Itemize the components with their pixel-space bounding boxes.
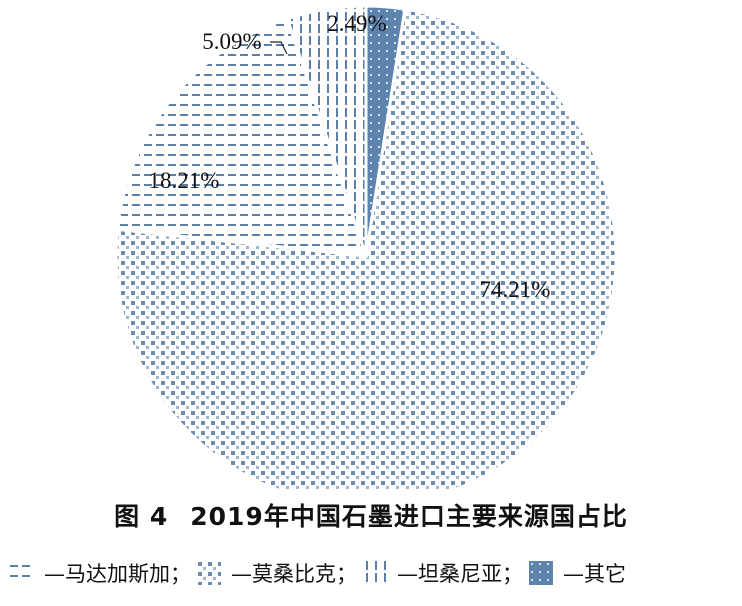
legend-item-madagascar: —马达加斯加； — [10, 558, 191, 588]
legend-item-tanzania: —坦桑尼亚； — [363, 558, 523, 588]
legend-label: —坦桑尼亚； — [397, 562, 523, 586]
leader-line — [270, 41, 288, 55]
figure-caption: 图 4 2019年中国石墨进口主要来源国占比 — [0, 497, 742, 533]
legend-label: —其它 — [563, 562, 626, 586]
legend-item-mozambique: —莫桑比克； — [197, 558, 357, 588]
pie-chart: 2.49% 74.21% 18.21% 5.09% — [114, 4, 618, 490]
data-label: 5.09% — [202, 29, 261, 54]
legend: —马达加斯加； —莫桑比克； —坦桑尼亚； —其它 — [10, 553, 742, 593]
figure-title: 2019年中国石墨进口主要来源国占比 — [190, 502, 628, 531]
data-label: 2.49% — [327, 11, 386, 36]
slice-tanzania — [285, 4, 368, 257]
vertical-lines-swatch-icon — [363, 561, 387, 585]
slice-mozambique — [114, 7, 618, 490]
solid-swatch-icon — [529, 561, 553, 585]
dots-swatch-icon — [197, 561, 221, 585]
legend-label: —马达加斯加； — [44, 562, 191, 586]
data-label: 74.21% — [480, 277, 551, 302]
horizontal-lines-swatch-icon — [10, 561, 34, 585]
slice-madagascar — [115, 16, 369, 258]
legend-label: —莫桑比克； — [231, 562, 357, 586]
data-label: 18.21% — [149, 168, 220, 193]
figure-number: 图 4 — [114, 502, 169, 531]
legend-item-other: —其它 — [529, 558, 626, 588]
